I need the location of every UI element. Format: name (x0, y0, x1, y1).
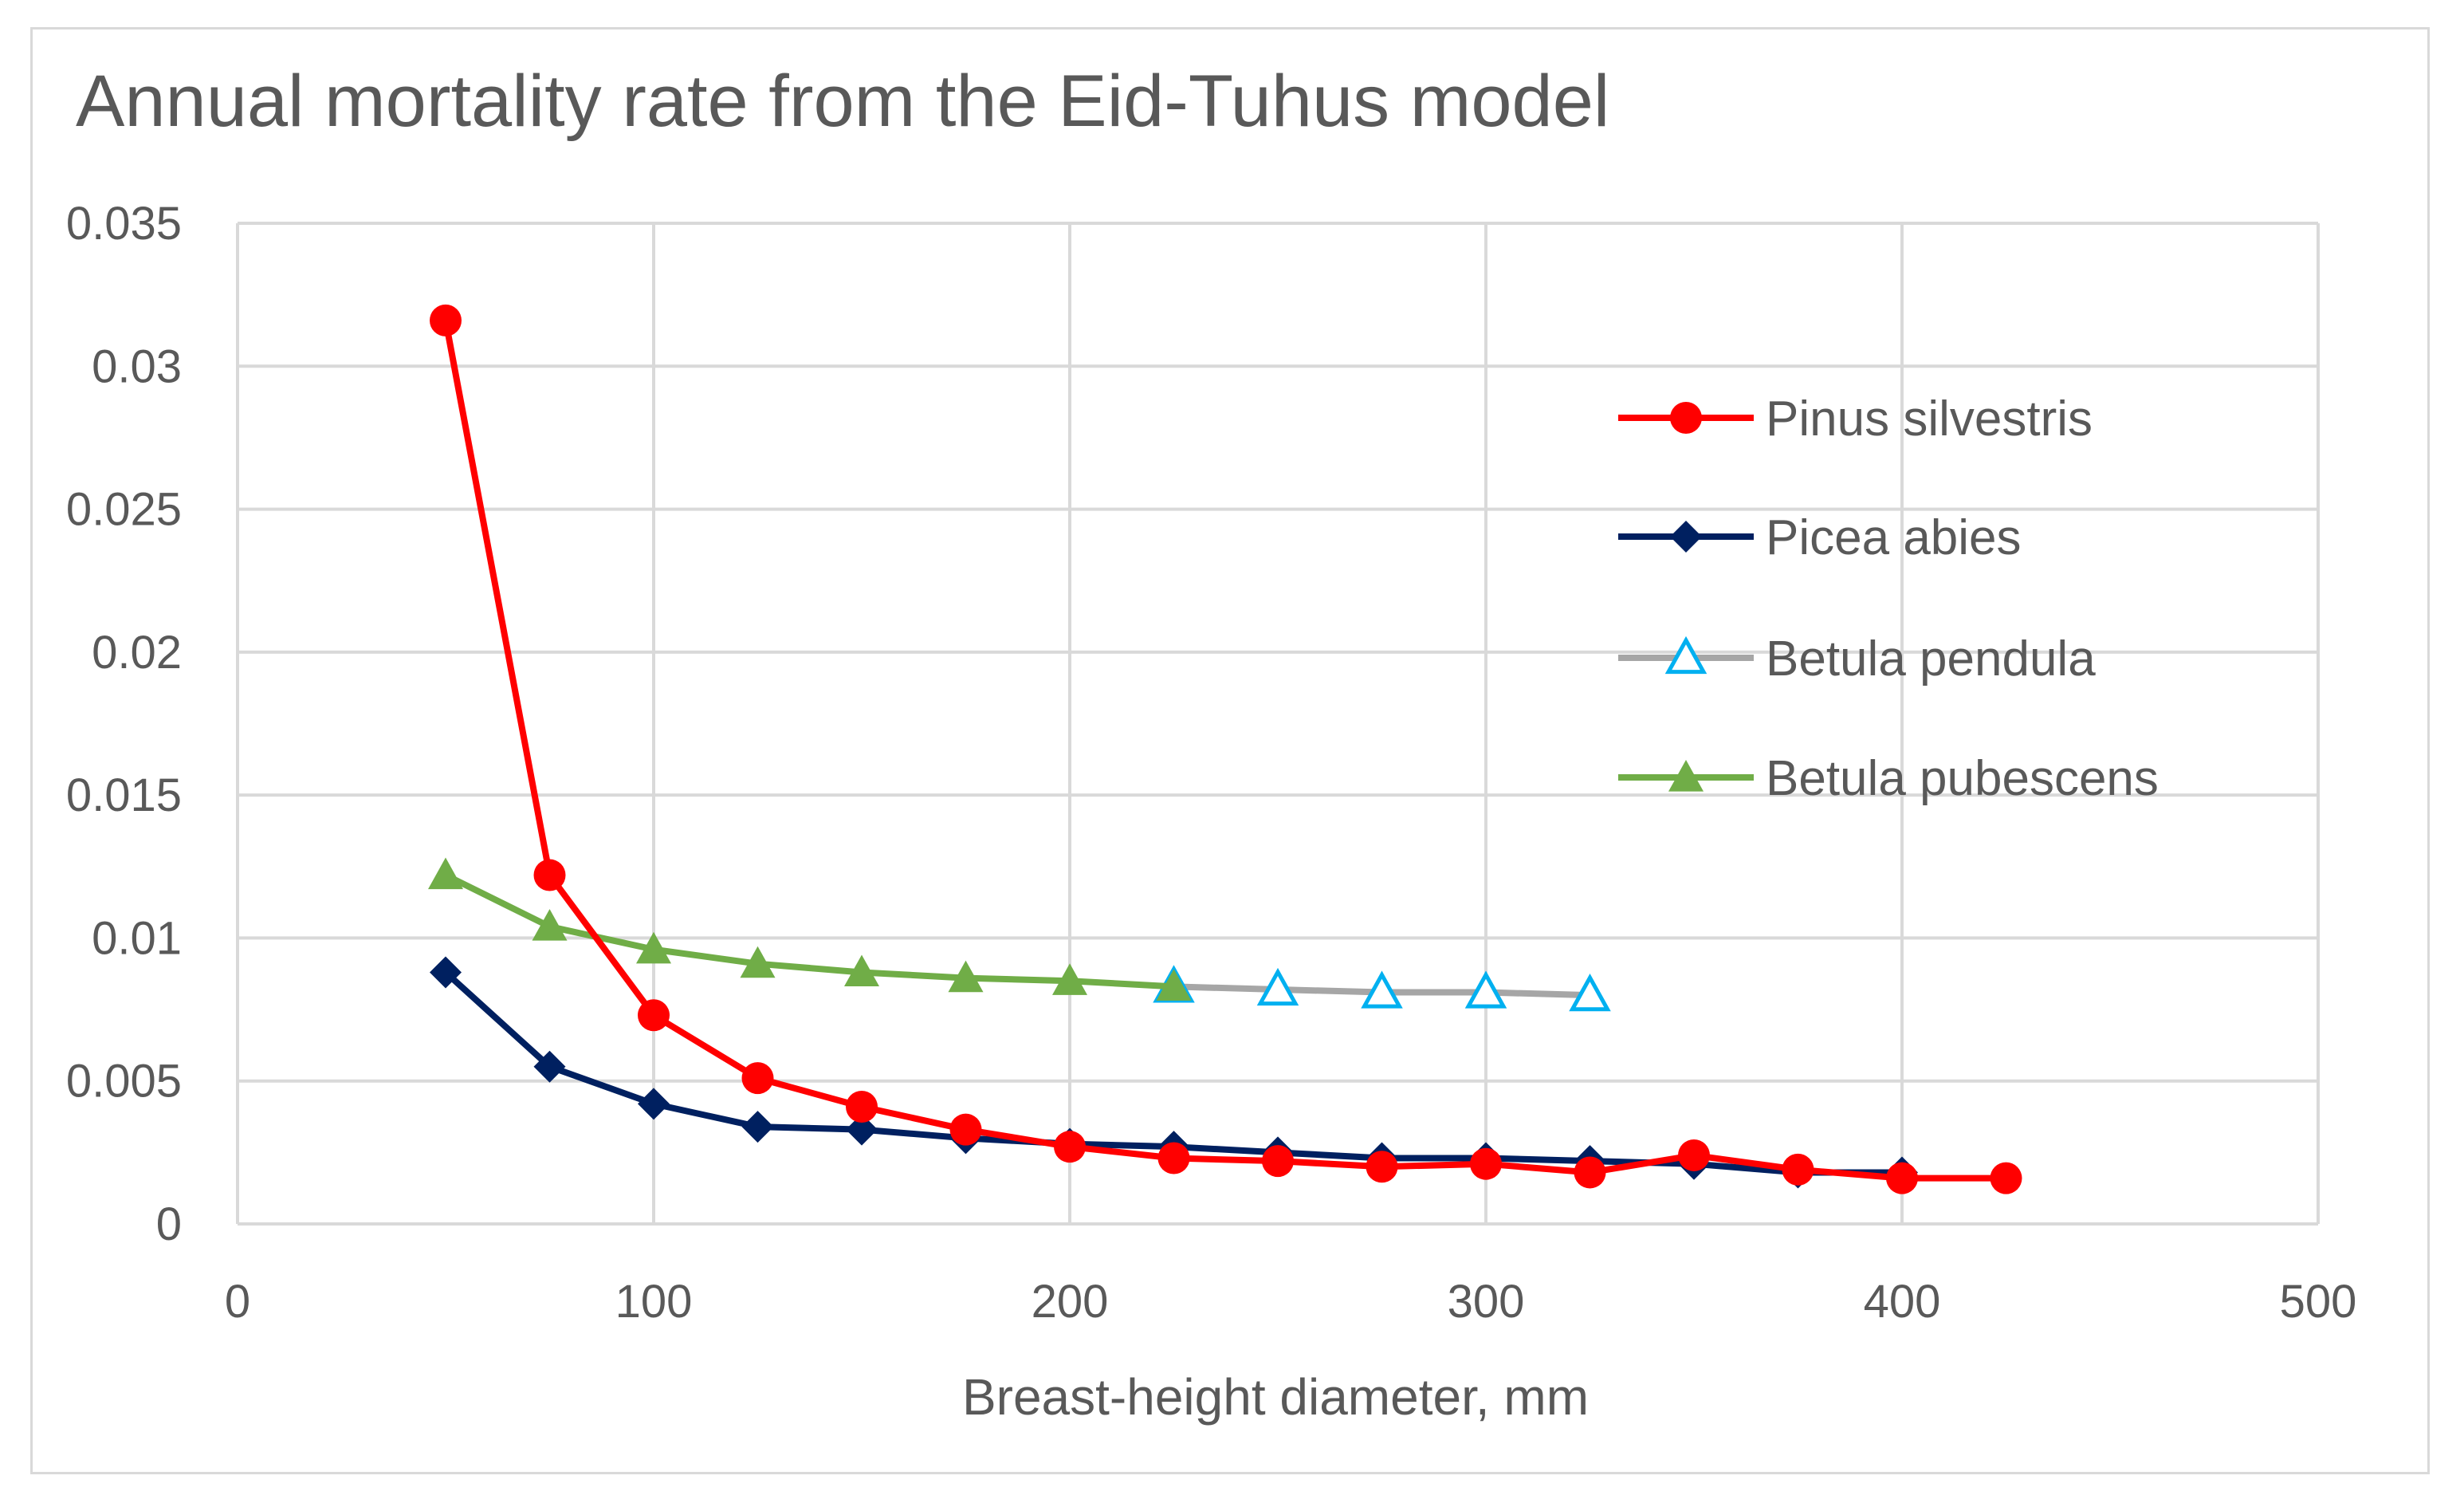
x-axis-label: Breast-height diameter, mm (962, 1368, 1589, 1426)
data-point (948, 960, 984, 993)
data-point (1156, 969, 1192, 1001)
x-tick-label: 300 (1448, 1276, 1525, 1328)
data-point (428, 857, 463, 890)
x-tick-label: 400 (1864, 1276, 1941, 1328)
data-series (428, 304, 2022, 1194)
y-tick-label: 0.025 (66, 484, 182, 536)
data-point (1052, 963, 1087, 995)
data-point (533, 859, 566, 891)
data-point (430, 304, 462, 336)
legend-marker (1670, 402, 1702, 434)
legend-item: Betula pendula (1618, 631, 2096, 687)
legend-label: Picea abies (1766, 510, 2022, 565)
data-point (638, 1088, 670, 1120)
data-point (1990, 1162, 2022, 1194)
legend-label: Betula pendula (1766, 631, 2096, 687)
x-tick-label: 500 (2280, 1276, 2357, 1328)
data-point (1157, 1142, 1190, 1174)
legend-item: Betula pubescens (1618, 751, 2159, 806)
data-point (844, 954, 879, 987)
x-axis-ticks: 0 100 200 300 400 500 (225, 1276, 2357, 1328)
legend-item: Pinus silvestris (1618, 391, 2093, 447)
data-point (741, 1062, 774, 1095)
data-point (949, 1113, 982, 1146)
data-point (741, 1111, 774, 1143)
chart-title: Annual mortality rate from the Eid-Tuhus… (76, 61, 1609, 142)
y-tick-label: 0.03 (92, 340, 182, 392)
x-tick-label: 100 (615, 1276, 693, 1328)
series-line (442, 320, 2006, 1182)
data-point (430, 956, 462, 989)
data-point (740, 946, 776, 978)
y-tick-label: 0.02 (92, 627, 182, 679)
data-point (1574, 1156, 1606, 1189)
chart-frame (30, 27, 2430, 1474)
legend-label: Pinus silvestris (1766, 391, 2093, 447)
data-point (846, 1113, 878, 1146)
data-point (1569, 973, 1611, 1012)
y-tick-label: 0.015 (66, 769, 182, 821)
series-betula-pendula (1153, 965, 1611, 1012)
y-tick-label: 0.035 (66, 198, 182, 250)
data-point (1366, 1151, 1398, 1183)
x-tick-label: 0 (225, 1276, 250, 1328)
legend-item: Picea abies (1618, 510, 2022, 565)
y-tick-label: 0 (156, 1198, 182, 1250)
data-point (1464, 970, 1507, 1009)
legend-label: Betula pubescens (1766, 751, 2159, 806)
data-point (1678, 1139, 1710, 1171)
data-point (638, 999, 670, 1032)
data-point (846, 1090, 878, 1123)
data-point (1054, 1131, 1086, 1163)
data-point (1470, 1147, 1502, 1180)
x-tick-label: 200 (1032, 1276, 1109, 1328)
series-pinus-silvestris (430, 304, 2022, 1194)
data-point (1256, 967, 1299, 1006)
y-tick-label: 0.01 (92, 912, 182, 964)
y-axis-ticks: 0 0.005 0.01 0.015 0.02 0.025 0.03 0.035 (66, 198, 182, 1250)
data-point (636, 931, 671, 964)
data-point (1361, 970, 1403, 1009)
data-point (1886, 1162, 1918, 1194)
series-betula-pubescens (428, 857, 1192, 1001)
data-point (1262, 1145, 1294, 1178)
legend-marker (1668, 760, 1704, 792)
y-tick-label: 0.005 (66, 1056, 182, 1108)
data-point (532, 909, 568, 941)
series-line (444, 872, 1174, 990)
legend-marker (1670, 521, 1702, 553)
legend: Pinus silvestris Picea abies Betula pendul… (1618, 391, 2159, 806)
data-point (1782, 1153, 1814, 1186)
data-point (533, 1050, 566, 1083)
legend-marker (1664, 635, 1708, 675)
